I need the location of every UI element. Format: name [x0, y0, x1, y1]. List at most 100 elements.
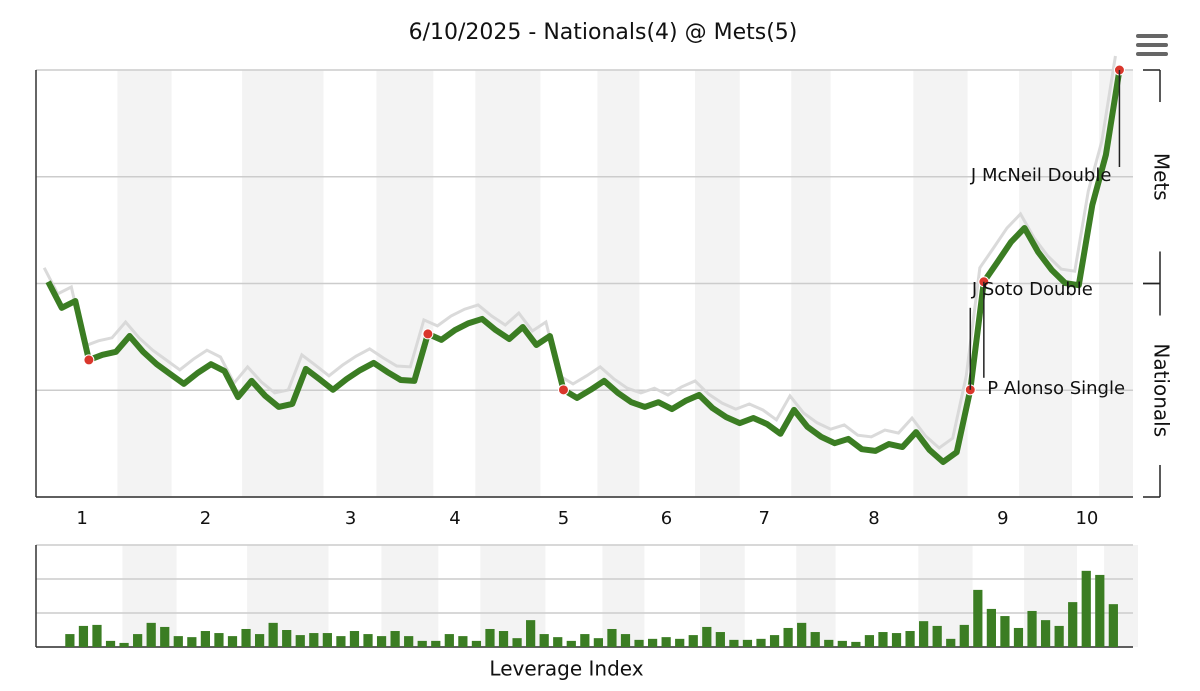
inning-label: 4 [449, 508, 460, 529]
x-axis-label: Leverage Index [489, 657, 643, 681]
key-play-dot [422, 328, 434, 340]
leverage-bar [946, 638, 956, 647]
right-axis-label: Mets [1150, 153, 1174, 201]
inning-label: 2 [200, 508, 211, 529]
leverage-bar [485, 628, 495, 647]
leverage-bar [742, 639, 753, 647]
leverage-bar [1000, 616, 1010, 647]
leverage-bar [553, 637, 563, 647]
inning-label: 3 [345, 508, 356, 529]
leverage-bar [986, 608, 996, 647]
leverage-bar [878, 632, 888, 647]
leverage-bar [756, 638, 766, 647]
leverage-bar [620, 634, 631, 647]
inning-band [381, 545, 439, 647]
leverage-bar [268, 622, 278, 647]
leverage-bar [78, 625, 89, 647]
leverage-bar [837, 640, 847, 647]
leverage-bar [458, 636, 468, 647]
inning-label: 1 [76, 508, 87, 529]
leverage-bar [864, 635, 875, 647]
leverage-bar [119, 642, 129, 647]
leverage-bar [539, 634, 549, 647]
leverage-bar [65, 634, 75, 647]
leverage-bar [160, 626, 170, 647]
right-axis-label: Nationals [1150, 343, 1174, 437]
inning-label: 9 [997, 508, 1008, 529]
leverage-bar [824, 639, 834, 647]
leverage-bar [404, 636, 414, 647]
leverage-bar [376, 636, 387, 647]
leverage-bar [932, 625, 942, 647]
leverage-bar [295, 635, 305, 647]
menu-bar[interactable] [1136, 52, 1168, 56]
leverage-bar [431, 640, 441, 647]
leverage-bar [173, 636, 183, 647]
leverage-bar [661, 637, 671, 647]
leverage-bar [1081, 570, 1091, 647]
menu-icon[interactable] [1136, 34, 1168, 56]
inning-label: 10 [1075, 508, 1098, 529]
leverage-bar [905, 631, 915, 647]
leverage-bar [187, 637, 197, 647]
leverage-bar [1108, 604, 1118, 647]
leverage-bar [593, 638, 603, 647]
leverage-bar [105, 640, 116, 647]
leverage-bar [1054, 625, 1064, 647]
leverage-bar [471, 640, 482, 647]
leverage-bar [200, 631, 211, 647]
leverage-bar [973, 589, 983, 647]
leverage-bar [363, 634, 373, 647]
leverage-bar [891, 633, 902, 647]
annotation: J McNeil Double [970, 165, 1112, 186]
leverage-bar [92, 624, 102, 647]
annotation: P Alonso Single [987, 378, 1125, 399]
inning-label: 8 [868, 508, 879, 529]
leverage-bar [607, 628, 617, 647]
leverage-bar [417, 640, 427, 647]
chart-title: 6/10/2025 - Nationals(4) @ Mets(5) [409, 20, 798, 45]
leverage-bar [959, 624, 969, 647]
leverage-bar [580, 634, 590, 647]
leverage-bar [675, 638, 685, 647]
leverage-bar [715, 632, 725, 647]
leverage-bar [526, 620, 536, 647]
menu-bar[interactable] [1136, 43, 1168, 47]
leverage-bar [810, 632, 820, 647]
leverage-bar [444, 634, 454, 647]
leverage-bar [1068, 602, 1078, 647]
leverage-bar [322, 633, 332, 647]
leverage-bar [214, 633, 224, 647]
leverage-bar [133, 634, 143, 647]
leverage-bar [769, 635, 780, 647]
leverage-bar [146, 622, 156, 647]
leverage-bar [309, 633, 319, 647]
leverage-bar [336, 636, 346, 647]
leverage-bar [390, 631, 400, 647]
win-prob-line [45, 69, 1123, 465]
leverage-bar [512, 638, 522, 647]
leverage-bar [729, 639, 739, 647]
leverage-bar [566, 640, 576, 647]
shadow-line [42, 55, 1117, 450]
leverage-bar [498, 631, 509, 647]
leverage-bar [688, 635, 698, 647]
leverage-bar [919, 621, 929, 647]
leverage-bar [797, 622, 807, 647]
leverage-bar [1013, 627, 1024, 647]
key-play-dot [83, 354, 95, 366]
leverage-bar [1095, 574, 1105, 647]
leverage-bar [1027, 610, 1037, 647]
leverage-bar [1040, 620, 1051, 647]
leverage-bar [227, 636, 238, 647]
leverage-bar [647, 638, 658, 647]
leverage-bar [634, 639, 644, 647]
inning-label: 7 [758, 508, 769, 529]
leverage-bar [702, 626, 712, 647]
leverage-bar [349, 631, 360, 647]
key-play-dot [557, 384, 569, 396]
menu-bar[interactable] [1136, 34, 1168, 38]
leverage-bar [254, 634, 265, 647]
